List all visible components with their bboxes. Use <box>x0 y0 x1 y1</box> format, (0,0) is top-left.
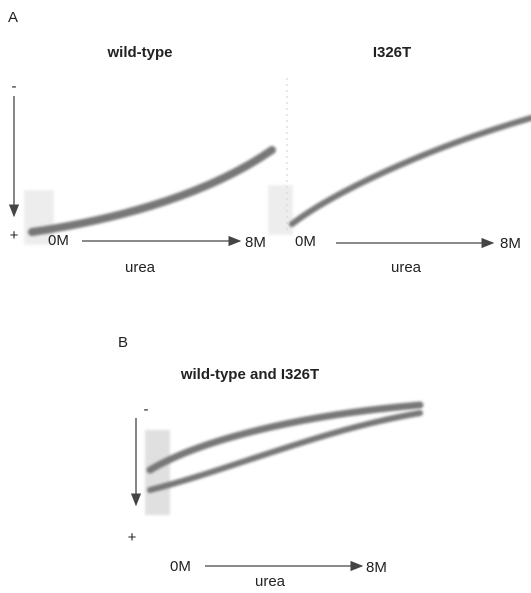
sign: - <box>12 78 17 95</box>
panel-label: B <box>118 334 128 351</box>
axis-start: 0M <box>295 233 316 250</box>
sign: + <box>128 529 137 546</box>
gel-title: wild-type and I326T <box>180 366 319 383</box>
axis-end: 8M <box>500 235 521 252</box>
axis-label: urea <box>391 259 422 276</box>
axis-start: 0M <box>170 558 191 575</box>
sign: - <box>144 401 149 418</box>
panel-label: A <box>8 9 18 26</box>
axis-label: urea <box>125 259 156 276</box>
gel-smear <box>24 190 54 245</box>
sign: + <box>10 227 19 244</box>
gel-band <box>28 146 276 236</box>
gel-smear <box>268 185 293 235</box>
axis-label: urea <box>255 573 286 590</box>
gel-band <box>147 410 423 493</box>
gel-band <box>289 115 531 227</box>
gel-title: wild-type <box>106 44 172 61</box>
gel-title: I326T <box>373 44 411 61</box>
axis-end: 8M <box>366 559 387 576</box>
axis-end: 8M <box>245 234 266 251</box>
axis-start: 0M <box>48 232 69 249</box>
gel-band <box>146 401 424 474</box>
